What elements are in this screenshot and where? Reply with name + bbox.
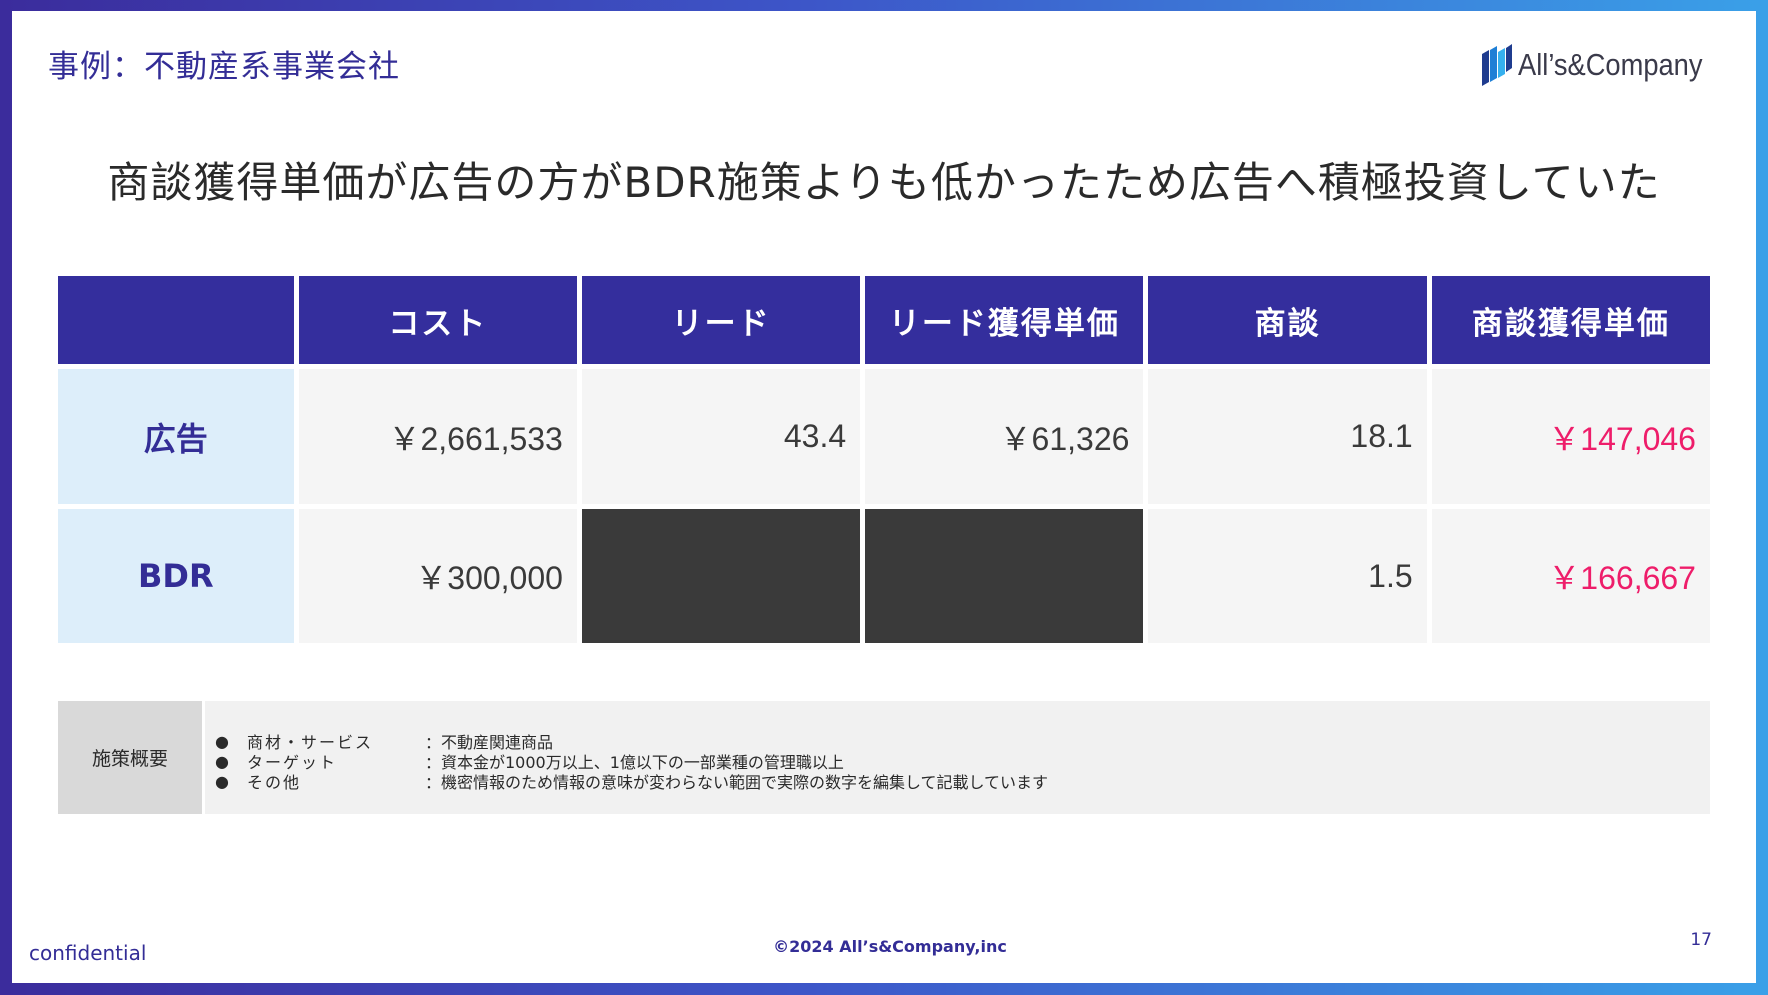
bullet-icon: ● — [215, 751, 229, 771]
summary-item: ● その他 ：機密情報のため情報の意味が変わらない範囲で実際の数字を編集して記載… — [215, 771, 1710, 793]
bullet-icon: ● — [215, 771, 229, 791]
header-cell-lead-cpa: リード獲得単価 — [865, 276, 1144, 364]
summary-body: ● 商材・サービス ：不動産関連商品 ● ターゲット ：資本金が1000万以上、… — [205, 701, 1710, 814]
bdr-cost: ￥300,000 — [298, 509, 577, 643]
comparison-table: コスト リード リード獲得単価 商談 商談獲得単価 広告 ￥2,661,533 … — [58, 276, 1711, 648]
summary-key: その他 — [247, 773, 302, 792]
header-cell-deal-cpa: 商談獲得単価 — [1431, 276, 1711, 364]
bdr-deal-cpa: ￥166,667 — [1431, 509, 1710, 643]
table-row-bdr: BDR ￥300,000 1.5 ￥166,667 — [58, 509, 1710, 643]
logo-text: All’s&Company — [1518, 47, 1703, 82]
ads-deal-cpa: ￥147,046 — [1431, 369, 1710, 504]
summary-label: 施策概要 — [58, 701, 202, 814]
page-number: 17 — [1690, 930, 1712, 950]
ads-cost: ￥2,661,533 — [298, 369, 577, 504]
summary-value: ：資本金が1000万以上、1億以下の一部業種の管理職以上 — [425, 753, 844, 772]
header-cell-deals: 商談 — [1148, 276, 1427, 364]
bdr-leads-redacted — [581, 509, 861, 643]
summary-item: ● 商材・サービス ：不動産関連商品 — [215, 731, 1710, 753]
policy-summary: 施策概要 ● 商材・サービス ：不動産関連商品 ● ターゲット ：資本金が100… — [58, 701, 1710, 814]
company-logo: All’s&Company — [1482, 42, 1728, 88]
slide: 事例：不動産系事業会社 All’s&Company 商談獲得単価が広告の方がBD… — [12, 11, 1756, 983]
bdr-deals: 1.5 — [1148, 509, 1427, 643]
header-cell-cost: コスト — [298, 276, 577, 364]
section-title: 事例：不動産系事業会社 — [48, 49, 400, 85]
bullet-icon: ● — [215, 731, 229, 751]
summary-key: 商材・サービス — [247, 733, 374, 752]
summary-item: ● ターゲット ：資本金が1000万以上、1億以下の一部業種の管理職以上 — [215, 751, 1710, 773]
table-row-ads: 広告 ￥2,661,533 43.4 ￥61,326 18.1 ￥147,046 — [58, 369, 1710, 504]
header-cell-leads: リード — [581, 276, 861, 364]
headline: 商談獲得単価が広告の方がBDR施策よりも低かったため広告へ積極投資していた — [107, 158, 1661, 207]
table-header-row: コスト リード リード獲得単価 商談 商談獲得単価 — [58, 276, 1711, 364]
summary-value: ：不動産関連商品 — [425, 733, 554, 752]
ads-lead-cpa: ￥61,326 — [865, 369, 1144, 504]
confidential-label: confidential — [29, 941, 147, 965]
copyright: ©2024 All’s&Company,inc — [773, 937, 1007, 956]
ads-deals: 18.1 — [1148, 369, 1427, 504]
ads-leads: 43.4 — [581, 369, 861, 504]
summary-key: ターゲット — [247, 753, 338, 772]
bdr-lead-cpa-redacted — [865, 509, 1144, 643]
row-label-bdr: BDR — [58, 509, 294, 643]
summary-value: ：機密情報のため情報の意味が変わらない範囲で実際の数字を編集して記載しています — [425, 773, 1049, 792]
stacked-bars-logo-icon — [1482, 44, 1513, 86]
row-label-ads: 広告 — [58, 369, 294, 504]
header-cell-empty — [58, 276, 294, 364]
